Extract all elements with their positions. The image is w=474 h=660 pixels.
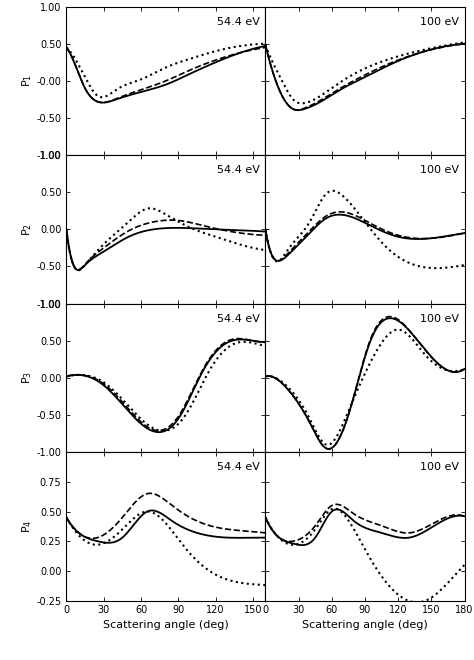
Y-axis label: P$_2$: P$_2$ bbox=[20, 223, 34, 236]
Text: 54.4 eV: 54.4 eV bbox=[217, 463, 259, 473]
X-axis label: Scattering angle (deg): Scattering angle (deg) bbox=[302, 620, 428, 630]
Text: 100 eV: 100 eV bbox=[419, 314, 458, 324]
X-axis label: Scattering angle (deg): Scattering angle (deg) bbox=[103, 620, 229, 630]
Text: 100 eV: 100 eV bbox=[419, 166, 458, 176]
Text: 100 eV: 100 eV bbox=[419, 17, 458, 27]
Text: 100 eV: 100 eV bbox=[419, 463, 458, 473]
Text: 54.4 eV: 54.4 eV bbox=[217, 17, 259, 27]
Y-axis label: P$_4$: P$_4$ bbox=[20, 519, 34, 533]
Y-axis label: P$_3$: P$_3$ bbox=[20, 372, 34, 384]
Text: 54.4 eV: 54.4 eV bbox=[217, 166, 259, 176]
Y-axis label: P$_1$: P$_1$ bbox=[20, 75, 34, 87]
Text: 54.4 eV: 54.4 eV bbox=[217, 314, 259, 324]
